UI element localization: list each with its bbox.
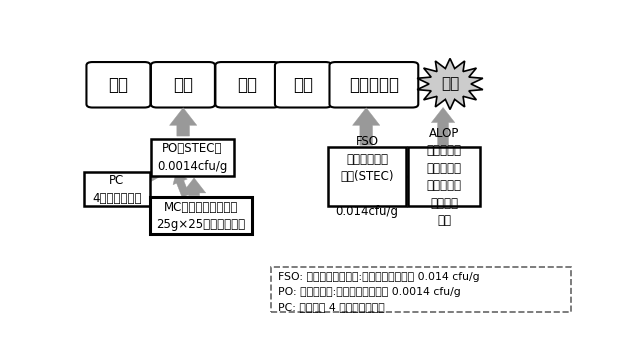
FancyBboxPatch shape bbox=[328, 148, 406, 207]
FancyBboxPatch shape bbox=[150, 197, 252, 234]
Text: PO（STEC）
0.0014cfu/g: PO（STEC） 0.0014cfu/g bbox=[157, 142, 228, 173]
Text: 生産: 生産 bbox=[108, 76, 129, 94]
Text: 調理・消費: 調理・消費 bbox=[349, 76, 399, 94]
Text: PC
4対数以上低下: PC 4対数以上低下 bbox=[92, 174, 141, 205]
Text: 小売: 小売 bbox=[293, 76, 313, 94]
Text: FSO
腸管出血性大
腸菌(STEC)

0.014cfu/g: FSO 腸管出血性大 腸菌(STEC) 0.014cfu/g bbox=[336, 135, 399, 219]
FancyBboxPatch shape bbox=[151, 62, 215, 108]
Text: MC：腸内細菌科菌群
25g×25検体全て陰性: MC：腸内細菌科菌群 25g×25検体全て陰性 bbox=[156, 201, 246, 231]
Text: 病気: 病気 bbox=[441, 76, 459, 91]
Text: ALOP
生食などに
よる腸管出
血性大腸菌
死者をゼ
ロに: ALOP 生食などに よる腸管出 血性大腸菌 死者をゼ ロに bbox=[427, 127, 461, 227]
FancyBboxPatch shape bbox=[152, 139, 234, 176]
FancyBboxPatch shape bbox=[275, 62, 332, 108]
Text: FSO: 摂食時安全目標値:腸管出血性大腸菌 0.014 cfu/g
PO: 達成目標値:腸管出血性大腸菌 0.0014 cfu/g
PC: 達成基準 4 対数: FSO: 摂食時安全目標値:腸管出血性大腸菌 0.014 cfu/g PO: 達… bbox=[278, 272, 480, 312]
FancyBboxPatch shape bbox=[271, 267, 570, 312]
FancyBboxPatch shape bbox=[330, 62, 419, 108]
Text: 流通: 流通 bbox=[237, 76, 257, 94]
Text: 加工: 加工 bbox=[173, 76, 193, 94]
FancyBboxPatch shape bbox=[408, 148, 480, 207]
Polygon shape bbox=[417, 58, 483, 109]
FancyBboxPatch shape bbox=[84, 172, 150, 207]
FancyBboxPatch shape bbox=[86, 62, 150, 108]
FancyBboxPatch shape bbox=[216, 62, 280, 108]
